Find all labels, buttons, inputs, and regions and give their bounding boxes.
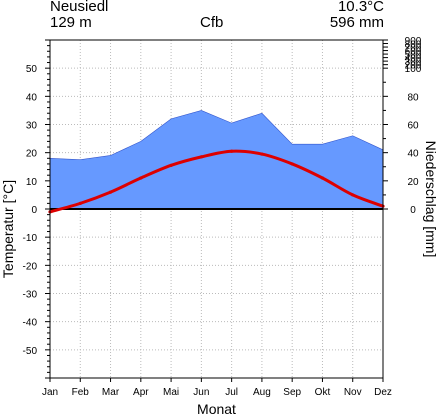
- y-tick-label-left: -20: [23, 261, 38, 272]
- y-tick-label-left: -50: [23, 346, 38, 357]
- temperature-point: [260, 152, 264, 156]
- y-tick-label-right: 0: [410, 205, 416, 216]
- y-tick-label-right: 300: [405, 57, 422, 68]
- x-tick-label: Apr: [133, 387, 149, 398]
- y-tick-label-right: 800: [405, 40, 422, 51]
- temperature-point: [78, 201, 82, 205]
- temperature-point: [139, 176, 143, 180]
- y-tick-label-left: 0: [31, 205, 37, 216]
- y-tick-label-right: 200: [405, 61, 422, 72]
- x-tick-label: Feb: [72, 387, 90, 398]
- y-tick-label-left: -40: [23, 318, 38, 329]
- y-tick-label-right: 600: [405, 47, 422, 58]
- climate-class-label: Cfb: [200, 14, 224, 31]
- x-axis-label: Monat: [197, 401, 236, 417]
- x-tick-label: Dez: [374, 387, 392, 398]
- x-tick-label: Sep: [283, 387, 301, 398]
- temperature-point: [169, 163, 173, 167]
- temperature-point: [320, 176, 325, 180]
- y-tick-label-right: 700: [405, 43, 422, 54]
- y-tick-label-right: 400: [405, 54, 422, 65]
- x-tick-label: Mai: [163, 387, 179, 398]
- axes-layer: 50403020100-10-20-30-40-5090080070060050…: [23, 36, 422, 398]
- y-tick-label-left: -30: [23, 290, 38, 301]
- y-tick-label-left: 20: [26, 149, 38, 160]
- series-layer: [48, 110, 385, 214]
- mean-temperature-label: 10.3°C: [337, 0, 384, 15]
- y-tick-label-right: 80: [407, 92, 419, 103]
- x-tick-label: Jan: [42, 387, 58, 398]
- temperature-point: [290, 162, 294, 166]
- x-tick-label: Aug: [253, 387, 271, 398]
- station-name: Neusiedl: [50, 0, 109, 15]
- y-tick-label-left: -10: [23, 233, 38, 244]
- temperature-point: [108, 190, 113, 194]
- x-tick-label: Mar: [102, 387, 120, 398]
- y-tick-label-left: 10: [26, 177, 38, 188]
- y-tick-label-right: 40: [407, 149, 419, 160]
- y-tick-label-right: 100: [405, 64, 422, 75]
- precipitation-area: [49, 110, 384, 210]
- x-tick-label: Nov: [344, 387, 362, 398]
- temperature-point: [199, 155, 203, 159]
- x-tick-label: Jul: [225, 387, 238, 398]
- y-tick-label-left: 40: [26, 92, 38, 103]
- y-tick-label-left: 50: [26, 64, 38, 75]
- y-tick-label-right: 900: [405, 36, 422, 47]
- temperature-point: [230, 149, 234, 153]
- annual-precipitation-label: 596 mm: [329, 14, 384, 31]
- x-tick-label: Okt: [315, 387, 331, 398]
- y-tick-label-right: 500: [405, 50, 422, 61]
- y-axis-label-left: Temperatur [°C]: [0, 180, 16, 278]
- temperature-point: [351, 193, 355, 197]
- y-tick-label-right: 20: [407, 177, 419, 188]
- elevation-label: 129 m: [50, 14, 92, 31]
- y-tick-label-right: 60: [407, 121, 419, 132]
- y-tick-label-left: 30: [26, 121, 38, 132]
- temperature-line: [49, 149, 384, 214]
- y-axis-label-right: Niederschlag [mm]: [423, 141, 439, 258]
- x-tick-label: Jun: [193, 387, 209, 398]
